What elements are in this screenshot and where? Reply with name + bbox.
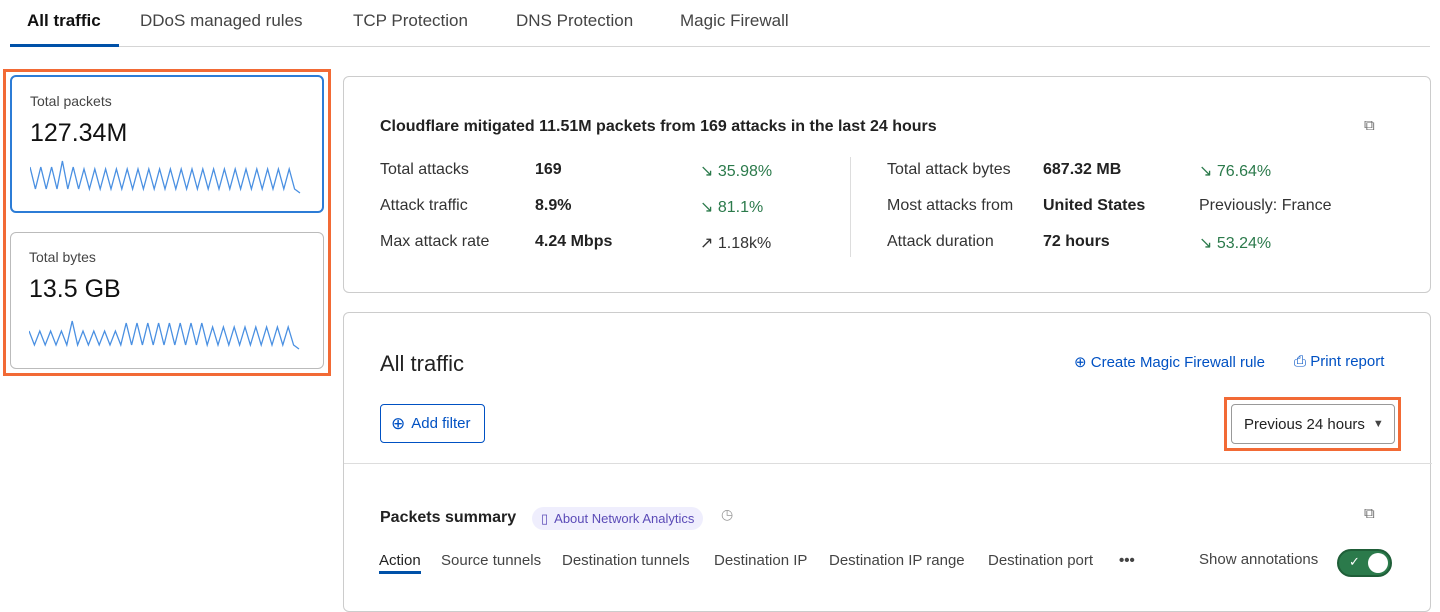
toggle-knob bbox=[1368, 553, 1388, 573]
change-value: 53.24% bbox=[1216, 235, 1272, 252]
create-firewall-rule-link[interactable]: ⊕ Create Magic Firewall rule bbox=[1074, 353, 1265, 371]
stat-change: ↘ 76.64% bbox=[1199, 161, 1271, 181]
stat-value: 169 bbox=[535, 161, 562, 178]
trend-down-icon: ↘ bbox=[1199, 235, 1213, 252]
subtab-action[interactable]: Action bbox=[379, 552, 421, 574]
subtab-destination-ip-range[interactable]: Destination IP range bbox=[829, 552, 965, 569]
divider bbox=[344, 463, 1432, 464]
total-packets-card[interactable]: Total packets 127.34M bbox=[10, 75, 324, 213]
tab-bar: All traffic DDoS managed rules TCP Prote… bbox=[10, 0, 1430, 47]
caret-down-icon: ▼ bbox=[1372, 418, 1384, 430]
plus-circle-icon: ⊕ bbox=[1074, 354, 1087, 371]
trend-down-icon: ↘ bbox=[700, 199, 714, 216]
about-label: About Network Analytics bbox=[554, 511, 695, 526]
section-title: All traffic bbox=[380, 351, 464, 376]
time-range-value: Previous 24 hours bbox=[1244, 415, 1365, 433]
highlight-box bbox=[1224, 397, 1401, 451]
stat-label: Attack traffic bbox=[380, 197, 468, 214]
tab-magic-firewall[interactable]: Magic Firewall bbox=[680, 11, 789, 30]
book-icon: ▯ bbox=[541, 510, 549, 526]
more-icon[interactable]: ••• bbox=[1119, 552, 1135, 569]
stat-label: Attack duration bbox=[887, 233, 994, 250]
stat-value: United States bbox=[1043, 197, 1146, 214]
change-value: Previously: France bbox=[1199, 197, 1332, 214]
tab-tcp-protection[interactable]: TCP Protection bbox=[353, 11, 468, 30]
change-value: 35.98% bbox=[717, 163, 773, 180]
stat-value: 8.9% bbox=[535, 197, 572, 214]
stat-value: 687.32 MB bbox=[1043, 161, 1122, 178]
card-value: 127.34M bbox=[30, 119, 128, 147]
print-label: Print report bbox=[1310, 353, 1385, 370]
stat-label: Max attack rate bbox=[380, 233, 490, 250]
annotations-toggle[interactable]: ✓ bbox=[1337, 549, 1392, 577]
subtab-destination-ip[interactable]: Destination IP bbox=[714, 552, 808, 569]
subtab-destination-tunnels[interactable]: Destination tunnels bbox=[562, 552, 690, 569]
stat-change: ↘ 35.98% bbox=[700, 161, 772, 181]
trend-down-icon: ↘ bbox=[1199, 163, 1213, 180]
clock-icon: ◷ bbox=[721, 506, 734, 522]
subtab-source-tunnels[interactable]: Source tunnels bbox=[441, 552, 542, 569]
about-network-analytics-link[interactable]: ▯ About Network Analytics bbox=[532, 507, 704, 530]
stat-label: Total attack bytes bbox=[887, 161, 1011, 178]
packets-summary-title: Packets summary bbox=[380, 509, 517, 526]
copy-icon[interactable]: ⧉ bbox=[1364, 505, 1375, 522]
change-value: 76.64% bbox=[1216, 163, 1272, 180]
card-label: Total bytes bbox=[29, 249, 96, 265]
tab-all-traffic[interactable]: All traffic bbox=[27, 11, 101, 30]
stat-value: 4.24 Mbps bbox=[535, 233, 613, 250]
stat-change: ↘ 53.24% bbox=[1199, 233, 1271, 253]
stat-value: 72 hours bbox=[1043, 233, 1110, 250]
tab-dns-protection[interactable]: DNS Protection bbox=[516, 11, 634, 30]
add-filter-button[interactable]: ⊕ Add filter bbox=[380, 404, 485, 443]
create-rule-label: Create Magic Firewall rule bbox=[1090, 354, 1265, 371]
stat-change: Previously: France bbox=[1199, 197, 1332, 215]
subtab-destination-port[interactable]: Destination port bbox=[988, 552, 1094, 569]
trend-down-icon: ↘ bbox=[700, 163, 714, 180]
time-range-dropdown[interactable]: Previous 24 hours ▼ bbox=[1231, 404, 1395, 444]
highlight-box bbox=[3, 69, 331, 376]
tab-ddos-managed-rules[interactable]: DDoS managed rules bbox=[140, 11, 303, 30]
stat-change: ↘ 81.1% bbox=[700, 197, 763, 217]
change-value: 1.18k% bbox=[717, 235, 772, 252]
card-value: 13.5 GB bbox=[29, 275, 121, 303]
card-label: Total packets bbox=[30, 93, 112, 109]
check-icon: ✓ bbox=[1349, 554, 1360, 569]
change-value: 81.1% bbox=[717, 199, 764, 216]
stat-label: Most attacks from bbox=[887, 197, 1014, 214]
stat-change: ↗ 1.18k% bbox=[700, 233, 771, 253]
add-filter-label: Add filter bbox=[411, 415, 471, 432]
stat-label: Total attacks bbox=[380, 161, 469, 178]
packets-sparkline bbox=[30, 160, 301, 194]
copy-icon[interactable]: ⧉ bbox=[1364, 117, 1375, 134]
total-bytes-card[interactable]: Total bytes 13.5 GB bbox=[10, 232, 324, 369]
show-annotations-label: Show annotations bbox=[1199, 551, 1319, 568]
active-tab-indicator bbox=[10, 44, 119, 47]
divider bbox=[850, 157, 851, 257]
printer-icon: ⎙ bbox=[1294, 353, 1307, 370]
bytes-sparkline bbox=[29, 320, 300, 350]
trend-up-icon: ↗ bbox=[700, 235, 714, 252]
plus-circle-icon: ⊕ bbox=[391, 413, 406, 433]
attack-summary-panel: Cloudflare mitigated 11.51M packets from… bbox=[343, 76, 1431, 293]
print-report-link[interactable]: ⎙ Print report bbox=[1294, 353, 1384, 370]
summary-headline: Cloudflare mitigated 11.51M packets from… bbox=[380, 118, 937, 135]
